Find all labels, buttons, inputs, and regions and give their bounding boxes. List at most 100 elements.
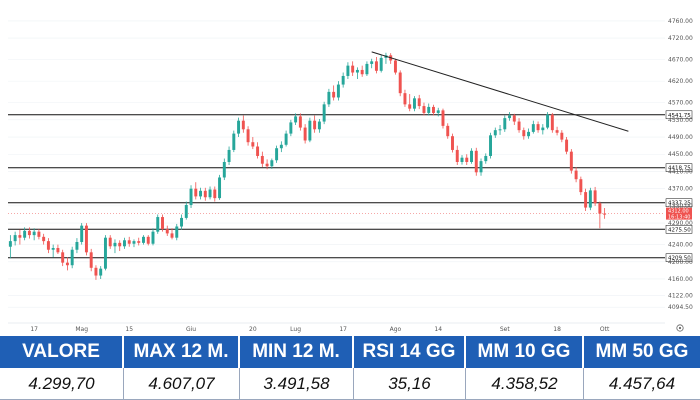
y-tick-label: 4290.00 bbox=[668, 220, 693, 227]
candle-body bbox=[403, 93, 407, 105]
x-tick-label: Ott bbox=[600, 326, 610, 333]
x-tick-label: 14 bbox=[434, 326, 442, 333]
candle-body bbox=[265, 163, 269, 167]
candle-body bbox=[37, 231, 41, 237]
candle-body bbox=[132, 241, 136, 244]
stats-table: VALORE MAX 12 M. MIN 12 M. RSI 14 GG MM … bbox=[0, 336, 700, 400]
value-mm-10gg: 4.358,52 bbox=[466, 368, 584, 400]
candle-body bbox=[308, 120, 312, 141]
candle-body bbox=[460, 157, 464, 162]
candle-body bbox=[118, 242, 122, 247]
candle-body bbox=[446, 125, 450, 137]
stats-value-row: 4.299,70 4.607,07 3.491,58 35,16 4.358,5… bbox=[0, 368, 700, 400]
candle-body bbox=[588, 190, 592, 208]
candle-body bbox=[408, 104, 412, 109]
candle-body bbox=[555, 130, 559, 133]
candle-body bbox=[99, 268, 103, 276]
candle-body bbox=[137, 241, 141, 243]
candle-body bbox=[598, 203, 602, 214]
y-tick-label: 4450.00 bbox=[668, 151, 693, 158]
candle-body bbox=[256, 146, 260, 156]
candle-body bbox=[51, 248, 55, 250]
level-label-box bbox=[665, 253, 693, 262]
x-tick-label: Giu bbox=[186, 326, 196, 333]
candle-body bbox=[89, 252, 93, 268]
candle-body bbox=[508, 115, 512, 119]
candle-body bbox=[370, 61, 374, 64]
candle-body bbox=[294, 116, 298, 123]
candle-body bbox=[213, 189, 217, 199]
candle-body bbox=[374, 61, 378, 71]
candle-body bbox=[46, 241, 50, 250]
candle-body bbox=[180, 217, 183, 227]
x-tick-label: 17 bbox=[30, 326, 38, 333]
y-tick-label: 4530.00 bbox=[668, 117, 693, 124]
x-tick-label: 18 bbox=[553, 326, 561, 333]
candle-body bbox=[484, 155, 488, 162]
y-tick-label: 4122.00 bbox=[668, 292, 693, 299]
candle-body bbox=[94, 267, 98, 276]
candle-body bbox=[341, 75, 345, 85]
level-label: 4418.75 bbox=[668, 166, 691, 172]
header-valore: VALORE bbox=[0, 336, 124, 368]
x-tick-label: Mag bbox=[75, 326, 88, 333]
candle-body bbox=[503, 118, 507, 130]
candle-body bbox=[199, 190, 203, 197]
candle-body bbox=[550, 114, 554, 131]
candle-body bbox=[18, 235, 22, 238]
candle-body bbox=[75, 241, 79, 250]
candle-body bbox=[379, 57, 383, 71]
candle-body bbox=[8, 241, 12, 247]
candle-body bbox=[170, 233, 174, 238]
candle-body bbox=[451, 136, 454, 150]
candle-body bbox=[498, 129, 502, 131]
candle-body bbox=[531, 124, 535, 132]
candle-body bbox=[584, 192, 588, 208]
candle-body bbox=[237, 120, 241, 134]
candle-body bbox=[194, 188, 198, 197]
x-tick-label: 20 bbox=[249, 326, 257, 333]
y-tick-label: 4094.50 bbox=[668, 304, 693, 311]
candle-body bbox=[332, 91, 336, 98]
candle-body bbox=[289, 122, 293, 134]
candle-body bbox=[61, 252, 65, 263]
candle-body bbox=[156, 217, 160, 232]
stats-header-row: VALORE MAX 12 M. MIN 12 M. RSI 14 GG MM … bbox=[0, 336, 700, 368]
value-min-12m: 3.491,58 bbox=[240, 368, 354, 400]
header-rsi-14gg: RSI 14 GG bbox=[354, 336, 466, 368]
trendline-group bbox=[371, 51, 629, 132]
candle-body bbox=[298, 116, 302, 128]
candle-body bbox=[189, 188, 193, 206]
x-tick-label: Lug bbox=[290, 326, 301, 333]
x-tick-label: 15 bbox=[125, 326, 133, 333]
y-tick-label: 4240.00 bbox=[668, 242, 693, 249]
last-price-time: 16:13:40 bbox=[668, 215, 690, 221]
y-tick-label: 4720.00 bbox=[668, 35, 693, 42]
price-chart[interactable]: 4541.75 4418.75 4337.25 4275.50 4209.50 4312.… bbox=[0, 0, 700, 336]
gear-icon[interactable] bbox=[676, 324, 684, 332]
candle-body bbox=[275, 148, 279, 161]
y-tick-label: 4370.00 bbox=[668, 186, 693, 193]
candle-body bbox=[346, 65, 350, 76]
candle-body bbox=[270, 160, 274, 167]
candle-body bbox=[151, 231, 155, 244]
candle-body bbox=[313, 120, 317, 130]
level-label-box bbox=[665, 110, 693, 120]
y-tick-label: 4160.00 bbox=[668, 276, 693, 283]
candle-body bbox=[260, 155, 264, 164]
candle-body bbox=[23, 230, 27, 238]
level-label: 4209.50 bbox=[668, 256, 691, 262]
candle-body bbox=[122, 240, 126, 247]
candle-body bbox=[246, 129, 250, 143]
value-valore: 4.299,70 bbox=[0, 368, 124, 400]
candle-body bbox=[489, 135, 493, 156]
candle-body bbox=[398, 72, 402, 94]
value-mm-50gg: 4.457,64 bbox=[584, 368, 700, 400]
candle-body bbox=[13, 235, 17, 242]
candle-body bbox=[432, 106, 435, 113]
chart-svg: 4541.75 4418.75 4337.25 4275.50 4209.50 4312.… bbox=[8, 18, 693, 333]
y-tick-label: 4410.00 bbox=[668, 168, 693, 175]
header-min-12m: MIN 12 M. bbox=[240, 336, 354, 368]
x-tick-label: Set bbox=[500, 326, 511, 333]
candle-body bbox=[351, 65, 355, 73]
